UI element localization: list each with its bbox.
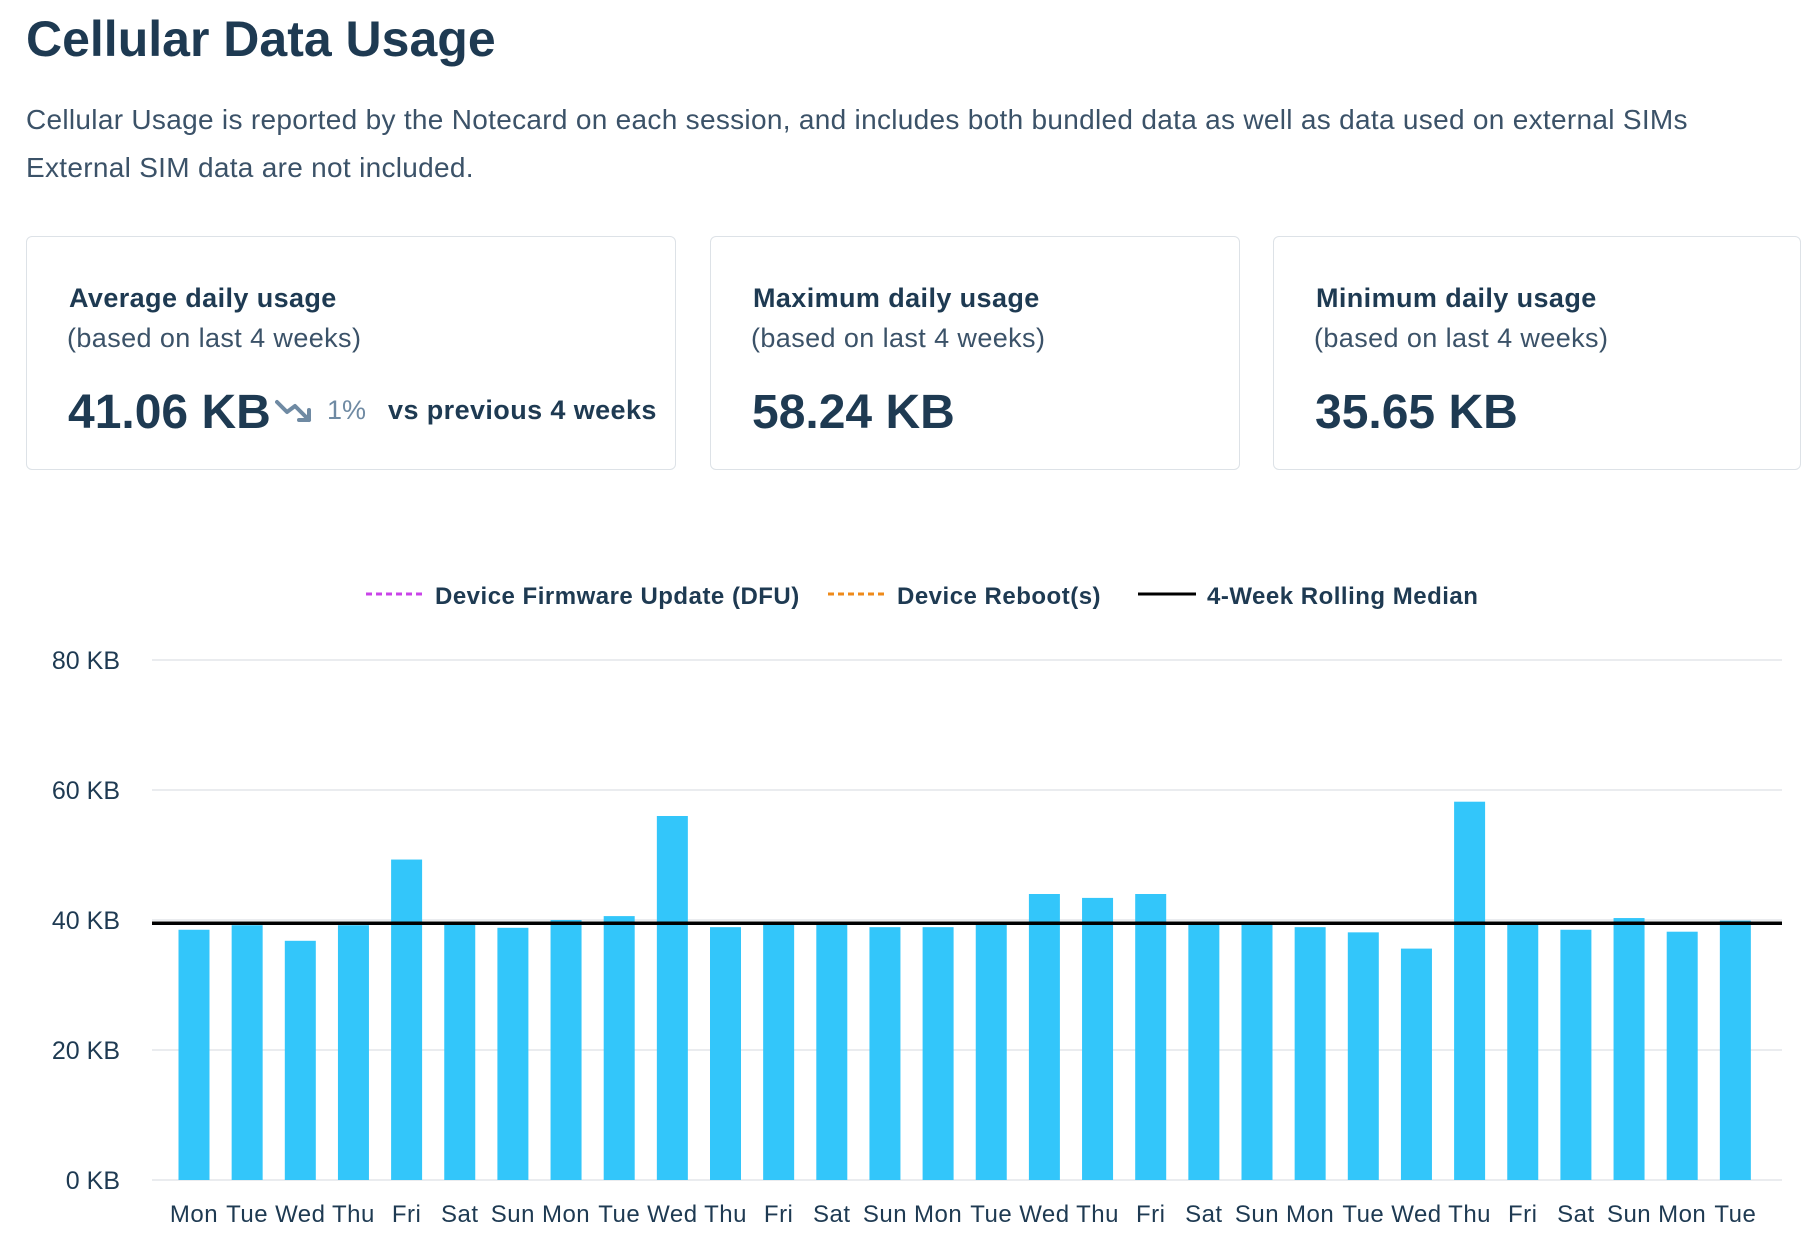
x-axis: Mon Tue Wed Thu Fri Sat Sun Mon Tue Wed Thu Fri Sat S… (170, 1201, 1756, 1228)
x-tick-label: Tue (1342, 1201, 1384, 1228)
y-tick-label: 20 KB (52, 1037, 120, 1065)
bar (922, 927, 954, 1180)
bar (603, 916, 635, 1180)
x-tick-label: Wed (1019, 1201, 1069, 1228)
bar (1241, 923, 1273, 1180)
bar (816, 924, 848, 1180)
bar (1347, 932, 1379, 1180)
bar (763, 923, 795, 1180)
bar (1135, 894, 1167, 1180)
y-tick-label: 60 KB (52, 777, 120, 805)
x-tick-label: Mon (542, 1201, 590, 1228)
x-tick-label: Mon (170, 1201, 218, 1228)
card-sublabel: (based on last 4 weeks) (751, 323, 1046, 353)
bar (1028, 894, 1060, 1180)
average-usage-card: Average daily usage (based on last 4 wee… (26, 236, 676, 470)
bar (1294, 927, 1326, 1180)
card-value: 35.65 KB (1315, 386, 1518, 439)
x-tick-label: Thu (1448, 1201, 1491, 1228)
chart-grid (152, 659, 1782, 1181)
page-description: Cellular Usage is reported by the Noteca… (26, 104, 1688, 183)
x-tick-label: Fri (764, 1201, 793, 1228)
y-tick-label: 0 KB (66, 1167, 120, 1195)
bar (1560, 929, 1592, 1180)
bar (1719, 920, 1751, 1180)
bar (444, 924, 476, 1180)
bar (1454, 801, 1486, 1180)
bar (1613, 918, 1645, 1180)
card-label: Average daily usage (69, 283, 337, 313)
legend-label: 4-Week Rolling Median (1207, 583, 1478, 610)
minimum-usage-card: Minimum daily usage (based on last 4 wee… (1273, 236, 1801, 470)
x-tick-label: Thu (332, 1201, 375, 1228)
usage-bar-chart: Device Firmware Update (DFU) Device Reboo… (52, 583, 1782, 1228)
bar (710, 927, 741, 1180)
x-tick-label: Thu (704, 1201, 747, 1228)
x-tick-label: Tue (970, 1201, 1012, 1228)
x-tick-label: Sun (491, 1201, 535, 1228)
x-tick-label: Mon (1286, 1201, 1334, 1228)
bar (178, 929, 210, 1180)
card-label: Maximum daily usage (753, 283, 1040, 313)
card-label: Minimum daily usage (1316, 283, 1597, 313)
x-tick-label: Sat (1557, 1201, 1595, 1228)
trend-indicator: 1% vs previous 4 weeks (275, 395, 657, 426)
bar (975, 923, 1007, 1180)
legend-label: Device Firmware Update (DFU) (435, 583, 800, 610)
bar (869, 927, 901, 1180)
x-tick-label: Mon (914, 1201, 962, 1228)
x-tick-label: Fri (1136, 1201, 1165, 1228)
y-axis: 0 KB 20 KB 40 KB 60 KB 80 KB (52, 647, 120, 1195)
maximum-usage-card: Maximum daily usage (based on last 4 wee… (710, 236, 1240, 470)
x-tick-label: Tue (598, 1201, 640, 1228)
bar-series (178, 801, 1751, 1180)
y-tick-label: 40 KB (52, 907, 120, 935)
x-tick-label: Sun (1235, 1201, 1279, 1228)
x-tick-label: Tue (226, 1201, 268, 1228)
y-tick-label: 80 KB (52, 647, 120, 675)
page-title: Cellular Data Usage (26, 11, 496, 67)
usage-chart: Device Firmware Update (DFU) Device Reboo… (0, 560, 1816, 1250)
x-tick-label: Wed (647, 1201, 697, 1228)
bar (391, 859, 423, 1180)
bar (1082, 897, 1114, 1180)
legend-label: Device Reboot(s) (897, 583, 1101, 610)
x-tick-label: Fri (1508, 1201, 1537, 1228)
x-tick-label: Tue (1714, 1201, 1756, 1228)
trend-percent: 1% (327, 395, 367, 425)
bar (1188, 924, 1220, 1180)
x-tick-label: Sat (441, 1201, 479, 1228)
x-tick-label: Wed (275, 1201, 325, 1228)
bar (337, 925, 369, 1180)
bar (497, 927, 529, 1180)
bar (1400, 948, 1432, 1180)
card-value: 58.24 KB (752, 386, 955, 439)
bar (550, 920, 582, 1180)
x-tick-label: Mon (1658, 1201, 1706, 1228)
trend-comparison: vs previous 4 weeks (388, 395, 657, 425)
bar (1666, 931, 1698, 1180)
bar (1507, 924, 1539, 1180)
x-tick-label: Wed (1391, 1201, 1441, 1228)
bar (656, 816, 688, 1180)
card-value: 41.06 KB (68, 386, 271, 439)
x-tick-label: Sun (863, 1201, 907, 1228)
x-tick-label: Sat (813, 1201, 851, 1228)
chart-legend: Device Firmware Update (DFU) Device Reboo… (366, 583, 1478, 610)
x-tick-label: Sat (1185, 1201, 1223, 1228)
card-sublabel: (based on last 4 weeks) (1314, 323, 1609, 353)
bar (231, 925, 263, 1180)
card-sublabel: (based on last 4 weeks) (67, 323, 362, 353)
x-tick-label: Thu (1076, 1201, 1119, 1228)
x-tick-label: Sun (1607, 1201, 1651, 1228)
trend-down-icon (275, 399, 311, 422)
bar (284, 940, 316, 1180)
x-tick-label: Fri (392, 1201, 421, 1228)
